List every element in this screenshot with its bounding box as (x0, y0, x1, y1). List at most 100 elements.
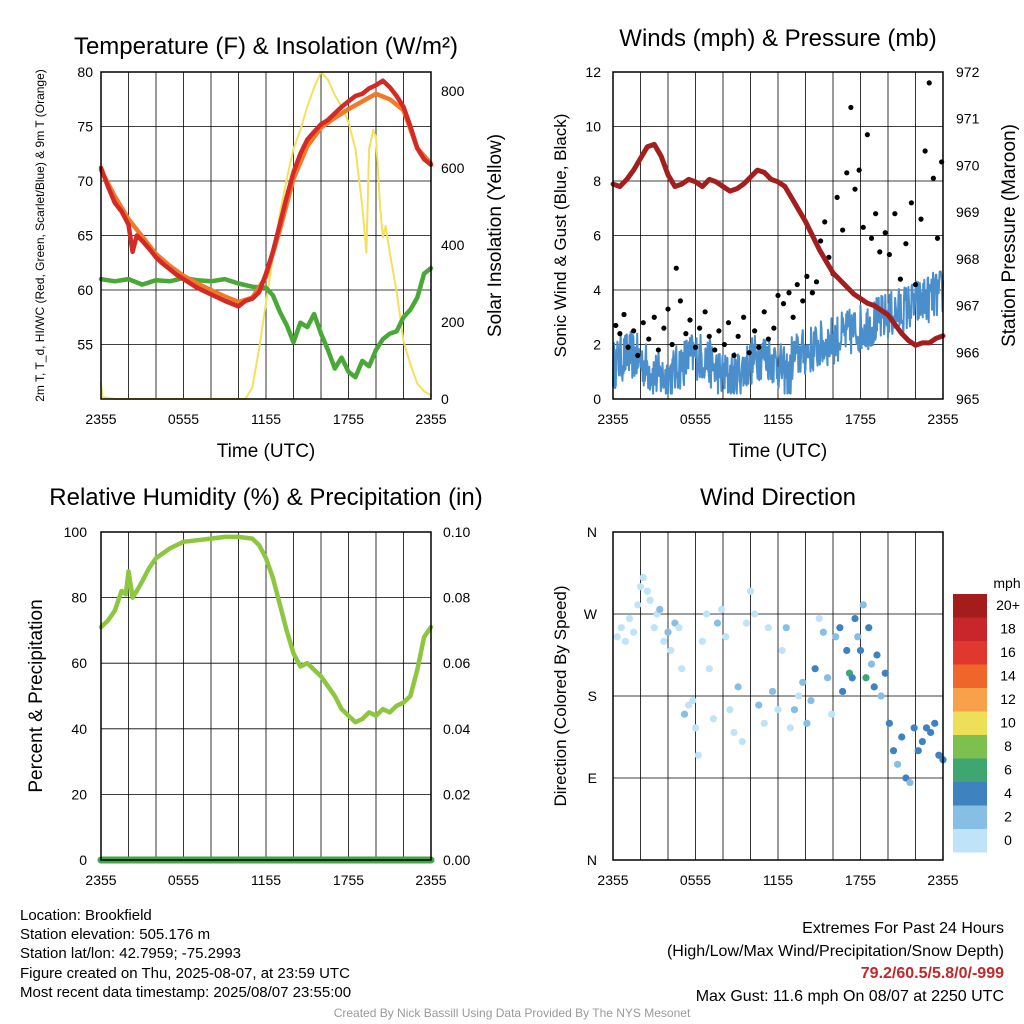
direction-point (851, 614, 859, 623)
gust-point (908, 200, 914, 206)
gust-point (706, 333, 712, 339)
gust-point (669, 341, 675, 348)
gust-point (786, 290, 792, 296)
legend-swatch (953, 641, 987, 665)
y2-tick-label: 400 (441, 237, 465, 253)
direction-point (675, 624, 683, 632)
gust-point (716, 328, 722, 334)
y2-tick-label: 0.06 (443, 655, 470, 671)
x-tick-label: 2355 (597, 872, 628, 888)
direction-point (730, 728, 738, 737)
gust-point (697, 325, 703, 331)
direction-point (643, 587, 651, 595)
plot-border (100, 531, 432, 861)
y2-tick-label: 967 (956, 298, 980, 314)
gust-point (746, 350, 752, 356)
y-tick-label: E (588, 770, 597, 786)
y-axis-label: Sonic Wind & Gust (Blue, Black) (551, 114, 570, 358)
direction-point (664, 628, 672, 636)
panel-2: 2355 0555 1155 1755 2355 0 2 4 6 8 10 12 965 966 967 96… (551, 25, 1020, 462)
direction-point (803, 719, 811, 727)
max-gust: Max Gust: 11.6 mph On 08/07 at 2250 UTC (695, 987, 1004, 1005)
extremes-box: Extremes For Past 24 Hours (High/Low/Max… (667, 918, 1004, 1008)
direction-point (694, 751, 702, 759)
x-tick-label: 2355 (85, 872, 116, 888)
gust-point (873, 211, 879, 217)
gust-point (683, 331, 689, 337)
direction-point (738, 737, 746, 746)
gust-point (804, 273, 810, 279)
y-tick-label: 60 (71, 655, 87, 671)
direction-point (778, 646, 786, 655)
direction-point (910, 724, 918, 732)
gust-point (818, 238, 824, 244)
y2-axis-label: Solar Insolation (Yellow) (485, 134, 506, 337)
x-tick-label: 0555 (168, 872, 199, 888)
y2-tick-label: 972 (956, 64, 980, 80)
y2-tick-label: 600 (441, 160, 465, 176)
legend-swatch (953, 829, 987, 853)
y-tick-label: 100 (64, 524, 88, 540)
direction-point (713, 619, 722, 627)
y2-tick-label: 0.00 (443, 852, 470, 868)
direction-point (768, 687, 777, 696)
gust-point (617, 331, 623, 337)
direction-point (667, 646, 675, 655)
panel-1: 2355 0555 1155 1755 235555606570758002004006… (33, 33, 506, 462)
legend-label: 2 (1004, 809, 1012, 825)
x-tick-label: 2355 (415, 872, 446, 888)
x-axis-label: Time (UTC) (729, 441, 828, 462)
direction-point (856, 646, 865, 655)
direction-point (918, 737, 926, 746)
gust-point (731, 352, 737, 358)
y-tick-label: 4 (593, 282, 601, 298)
y-tick-label: 80 (71, 590, 87, 606)
direction-point (935, 751, 943, 759)
y2-tick-label: 800 (441, 83, 465, 99)
direction-point (859, 601, 867, 609)
direction-point (702, 610, 711, 618)
direction-point (764, 624, 772, 632)
legend-swatch (953, 735, 987, 759)
chart-title: Wind Direction (700, 484, 856, 511)
gust-point (834, 194, 840, 200)
gust-point (621, 311, 627, 318)
y2-tick-label: 0.02 (443, 786, 470, 802)
legend-swatch (953, 782, 987, 806)
legend-label: 14 (1000, 668, 1016, 684)
x-tick-label: 1155 (251, 411, 281, 427)
direction-point (885, 719, 893, 727)
credit-line: Created By Nick Bassill Using Data Provi… (333, 1006, 691, 1020)
direction-point (689, 696, 697, 705)
direction-point (914, 747, 922, 755)
x-tick-label: 1755 (333, 411, 364, 427)
direction-point (774, 706, 782, 714)
gust-point (813, 279, 820, 285)
gust-point (741, 314, 747, 320)
gust-point (712, 347, 718, 353)
direction-point (760, 719, 768, 727)
chart-title: Temperature (F) & Insolation (W/m²) (74, 33, 458, 60)
gust-point (794, 281, 800, 288)
gust-point (721, 341, 727, 348)
y-tick-label: 8 (593, 173, 601, 189)
direction-point (894, 760, 902, 768)
extremes-subheading: (High/Low/Max Wind/Precipitation/Snow De… (666, 942, 1004, 960)
direction-point (734, 683, 742, 691)
legend-label: 10 (1000, 715, 1016, 731)
gust-point (822, 219, 828, 225)
direction-point (873, 651, 881, 659)
y2-tick-label: 0.08 (443, 590, 470, 606)
recent-timestamp: Most recent data timestamp: 2025/08/07 2… (20, 983, 352, 1001)
gust-point (918, 216, 924, 222)
y-tick-label: 10 (585, 119, 601, 135)
y-tick-label: 2 (593, 337, 601, 353)
direction-point (630, 628, 638, 636)
gust-point (897, 276, 903, 282)
series-relative-humidity (98, 534, 434, 725)
y-tick-label: 12 (585, 64, 601, 80)
gust-point (868, 235, 875, 241)
direction-point (625, 614, 634, 623)
y2-tick-label: 969 (956, 204, 980, 220)
